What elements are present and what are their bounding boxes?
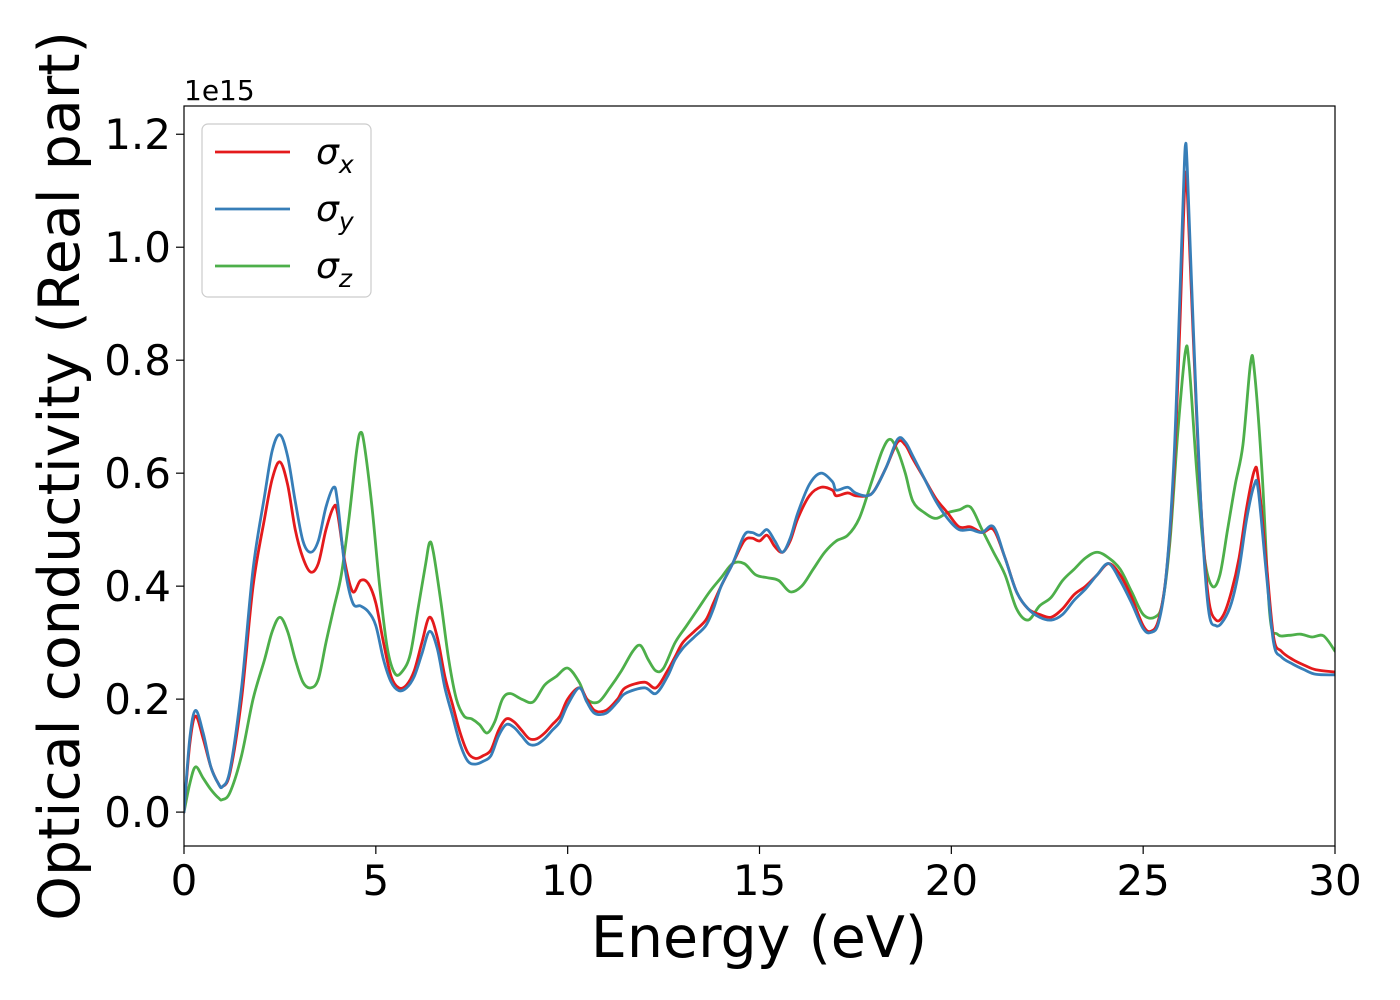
x-tick-label: 5	[362, 856, 389, 905]
x-tick-label: 15	[733, 856, 786, 905]
y-tick-label: 0.8	[104, 336, 171, 385]
y-tick-label: 0.0	[104, 788, 171, 837]
x-tick-label: 20	[925, 856, 978, 905]
series-line-y	[184, 141, 1335, 814]
legend-box	[201, 123, 372, 298]
legend-label-z: σz	[316, 246, 353, 293]
legend-label-y: σy	[316, 189, 355, 236]
y-axis-label: Optical conductivity (Real part)	[27, 31, 93, 921]
x-tick-label: 25	[1116, 856, 1169, 905]
y-axis-ticks: 0.0 0.2 0.4 0.6 0.8 1.0 1.2	[104, 110, 184, 837]
legend-label-x: σx	[316, 132, 354, 179]
x-tick-label: 10	[541, 856, 594, 905]
y-tick-label: 0.4	[104, 562, 171, 611]
legend: σx σy σz	[201, 123, 372, 298]
x-tick-label: 30	[1308, 856, 1361, 905]
x-axis-ticks: 0 5 10 15 20 25 30	[171, 846, 1362, 905]
y-offset-label: 1e15	[184, 74, 255, 107]
plot-lines	[184, 141, 1335, 814]
x-axis-label: Energy (eV)	[591, 905, 927, 971]
y-tick-label: 0.2	[104, 675, 171, 724]
y-tick-label: 0.6	[104, 449, 171, 498]
y-tick-label: 1.0	[104, 223, 171, 272]
y-tick-label: 1.2	[104, 110, 171, 159]
x-tick-label: 0	[171, 856, 198, 905]
